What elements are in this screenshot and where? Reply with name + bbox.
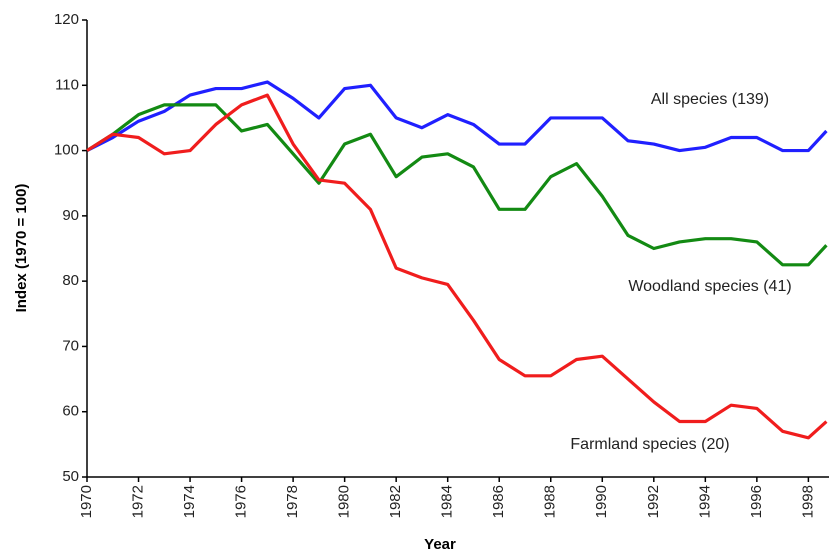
x-tick-label: 1998 xyxy=(799,485,816,518)
x-axis-title: Year xyxy=(424,536,456,553)
x-tick-label: 1976 xyxy=(233,485,250,518)
x-tick-label: 1974 xyxy=(181,485,198,518)
y-axis-title: Index (1970 = 100) xyxy=(13,184,30,313)
x-tick-label: 1988 xyxy=(542,485,559,518)
x-tick-label: 1992 xyxy=(645,485,662,518)
x-tick-label: 1970 xyxy=(78,485,95,518)
x-tick-label: 1984 xyxy=(439,485,456,518)
y-tick-label: 60 xyxy=(62,403,79,420)
series-label: All species (139) xyxy=(651,91,769,108)
x-tick-label: 1982 xyxy=(387,485,404,518)
x-tick-label: 1986 xyxy=(490,485,507,518)
x-tick-label: 1978 xyxy=(284,485,301,518)
y-tick-label: 90 xyxy=(62,207,79,224)
x-tick-label: 1990 xyxy=(593,485,610,518)
series-label: Farmland species (20) xyxy=(570,436,729,453)
x-tick-label: 1980 xyxy=(336,485,353,518)
series-label: Woodland species (41) xyxy=(628,278,791,295)
y-tick-label: 50 xyxy=(62,468,79,485)
x-tick-label: 1996 xyxy=(748,485,765,518)
y-tick-label: 110 xyxy=(55,76,79,93)
series-line xyxy=(86,93,828,440)
y-tick-label: 80 xyxy=(62,272,79,289)
series-line xyxy=(86,103,828,267)
x-tick-label: 1994 xyxy=(696,485,713,518)
series-line xyxy=(86,80,828,153)
y-tick-label: 100 xyxy=(54,142,79,159)
x-tick-label: 1972 xyxy=(129,485,146,518)
y-tick-label: 70 xyxy=(62,337,79,354)
y-tick-label: 120 xyxy=(54,11,79,28)
